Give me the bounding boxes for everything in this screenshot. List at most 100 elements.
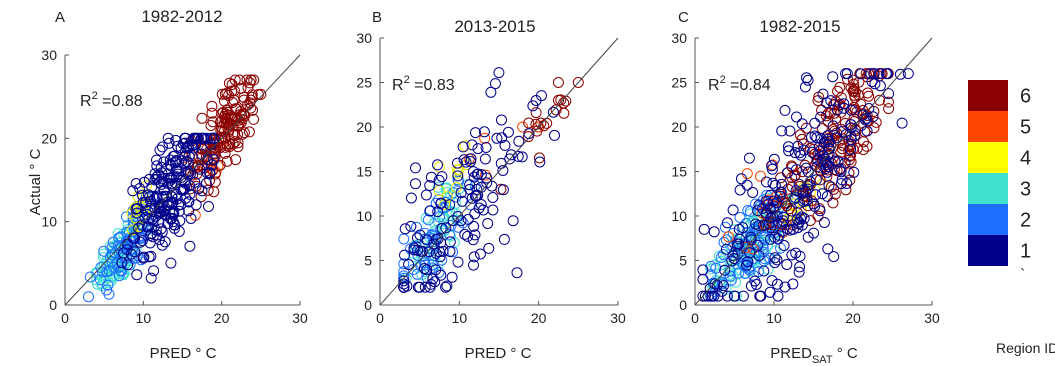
data-point — [471, 168, 483, 180]
data-point — [821, 190, 833, 202]
x-axis-label: PRED ° C — [150, 345, 217, 362]
data-point — [699, 290, 711, 302]
data-point — [173, 205, 185, 217]
y-tick-label: 15 — [356, 164, 372, 180]
data-point — [753, 250, 765, 262]
data-point — [228, 85, 240, 97]
data-point — [755, 170, 766, 182]
data-point — [104, 251, 116, 263]
panel-letter: C — [678, 9, 689, 26]
data-point — [796, 118, 808, 130]
data-point — [183, 205, 195, 217]
data-point — [843, 145, 855, 157]
data-point — [415, 245, 427, 257]
data-point — [827, 120, 839, 132]
data-point — [131, 203, 143, 214]
data-point — [457, 141, 469, 153]
data-point — [175, 199, 187, 210]
data-point — [721, 290, 733, 302]
data-point — [795, 149, 807, 161]
r2-value: =0.88 — [98, 93, 143, 110]
data-point — [452, 256, 464, 268]
data-point — [96, 266, 108, 278]
r2-annotation: R2 =0.84 — [708, 74, 771, 94]
data-point — [148, 265, 160, 277]
data-point — [229, 74, 241, 86]
data-point — [729, 290, 741, 302]
data-point — [824, 136, 836, 148]
panel-b: B 2013-2015 PRED ° C R2 =0.83 0 10 20 30 0 5 1… — [356, 9, 626, 362]
data-point — [845, 144, 857, 155]
data-point — [185, 213, 197, 224]
data-point — [768, 153, 780, 165]
data-point — [452, 157, 463, 169]
data-point — [534, 156, 546, 168]
data-point — [809, 130, 821, 142]
data-point — [137, 252, 149, 264]
data-point — [697, 290, 709, 302]
y-axis-label: Actual ° C — [27, 148, 44, 215]
y-tick-label: 25 — [356, 75, 372, 91]
data-point — [754, 290, 766, 302]
data-point — [776, 217, 788, 229]
x-tick-label: 10 — [452, 310, 468, 326]
data-point — [827, 197, 839, 209]
panel-letter: B — [372, 9, 382, 26]
data-point — [124, 232, 136, 244]
data-point — [196, 112, 208, 124]
x-axis-label: PRED ° C — [465, 345, 532, 362]
colorbar-swatch — [968, 173, 1008, 204]
data-point — [769, 252, 781, 264]
data-point — [802, 74, 814, 86]
data-point — [153, 234, 165, 246]
data-point — [161, 199, 173, 211]
data-point — [151, 154, 162, 166]
data-point — [794, 197, 806, 209]
data-point — [411, 268, 423, 280]
data-point — [841, 178, 853, 189]
data-point — [723, 231, 734, 243]
data-point — [475, 199, 487, 210]
data-point — [794, 250, 806, 262]
data-point — [536, 90, 547, 102]
data-point — [845, 156, 857, 168]
data-point — [171, 171, 182, 183]
data-point — [432, 206, 444, 218]
data-point — [424, 205, 436, 217]
data-point — [902, 68, 914, 80]
data-point — [516, 151, 528, 163]
data-point — [523, 117, 535, 129]
r2-letter: R — [708, 77, 720, 94]
data-point — [143, 173, 155, 185]
data-point — [873, 68, 885, 80]
y-tick-label: 30 — [671, 30, 687, 46]
data-point — [472, 143, 484, 155]
data-point — [214, 159, 226, 171]
data-point — [491, 132, 503, 144]
data-point — [698, 223, 710, 235]
data-point — [422, 214, 434, 226]
data-point — [896, 117, 908, 129]
data-point — [98, 245, 110, 257]
data-point — [817, 88, 829, 100]
r2-letter: R — [80, 93, 92, 110]
data-point — [834, 98, 846, 110]
data-point — [142, 221, 153, 233]
data-point — [758, 265, 770, 277]
r2-annotation: R2 =0.88 — [80, 90, 143, 110]
data-point — [845, 82, 857, 94]
data-point — [802, 180, 813, 192]
data-point — [783, 145, 795, 157]
data-point — [517, 121, 529, 133]
colorbar-swatch — [968, 142, 1008, 173]
data-point — [467, 166, 479, 178]
colorbar-title: Region ID — [996, 340, 1055, 356]
data-point — [207, 164, 219, 176]
data-point — [216, 88, 228, 100]
data-point — [767, 159, 779, 171]
data-point — [793, 216, 805, 228]
colorbar-tick-label: 2 — [1020, 210, 1031, 232]
data-point — [840, 68, 852, 80]
data-point — [481, 177, 493, 189]
